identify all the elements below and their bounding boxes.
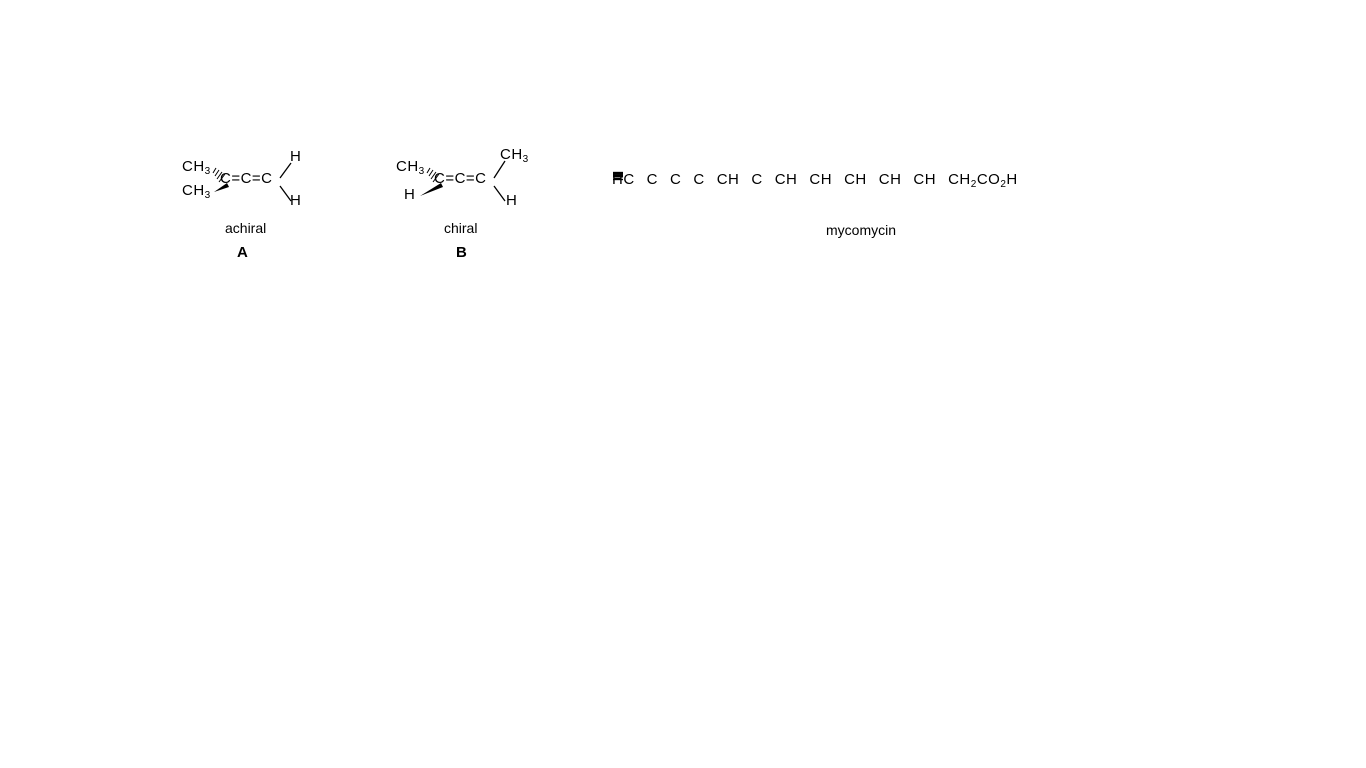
allene-a-left-bot-group: CH3: [182, 182, 211, 201]
bond-svg: [0, 0, 1366, 768]
allene-a-backbone: C=C=C: [220, 170, 273, 187]
allene-b-backbone: C=C=C: [434, 170, 487, 187]
allene-a-right-top-group: H: [290, 148, 301, 165]
allene-b-chirality-label: chiral: [444, 220, 477, 236]
allene-a-chirality-label: achiral: [225, 220, 266, 236]
allene-b-right-bot-group: H: [506, 192, 517, 209]
allene-a-letter: A: [237, 244, 248, 261]
allene-b-left-top-group: CH3: [396, 158, 425, 177]
mycomycin-label: mycomycin: [826, 222, 896, 238]
allene-a-right-bot-group: H: [290, 192, 301, 209]
mycomycin-formula: HCCCCCHCCHCHCHCHCHCH2CO2H: [612, 171, 1018, 190]
allene-a-right-top-bond: [280, 163, 291, 178]
allene-b-left-bot-group: H: [404, 186, 415, 203]
allene-a-left-top-group: CH3: [182, 158, 211, 177]
allene-b-right-bot-bond: [494, 186, 505, 201]
figure-canvas: CH3 CH3 C=C=C H H achiral A CH3 H C=C=C …: [0, 0, 1366, 768]
allene-b-right-top-group: CH3: [500, 146, 529, 165]
allene-b-letter: B: [456, 244, 467, 261]
